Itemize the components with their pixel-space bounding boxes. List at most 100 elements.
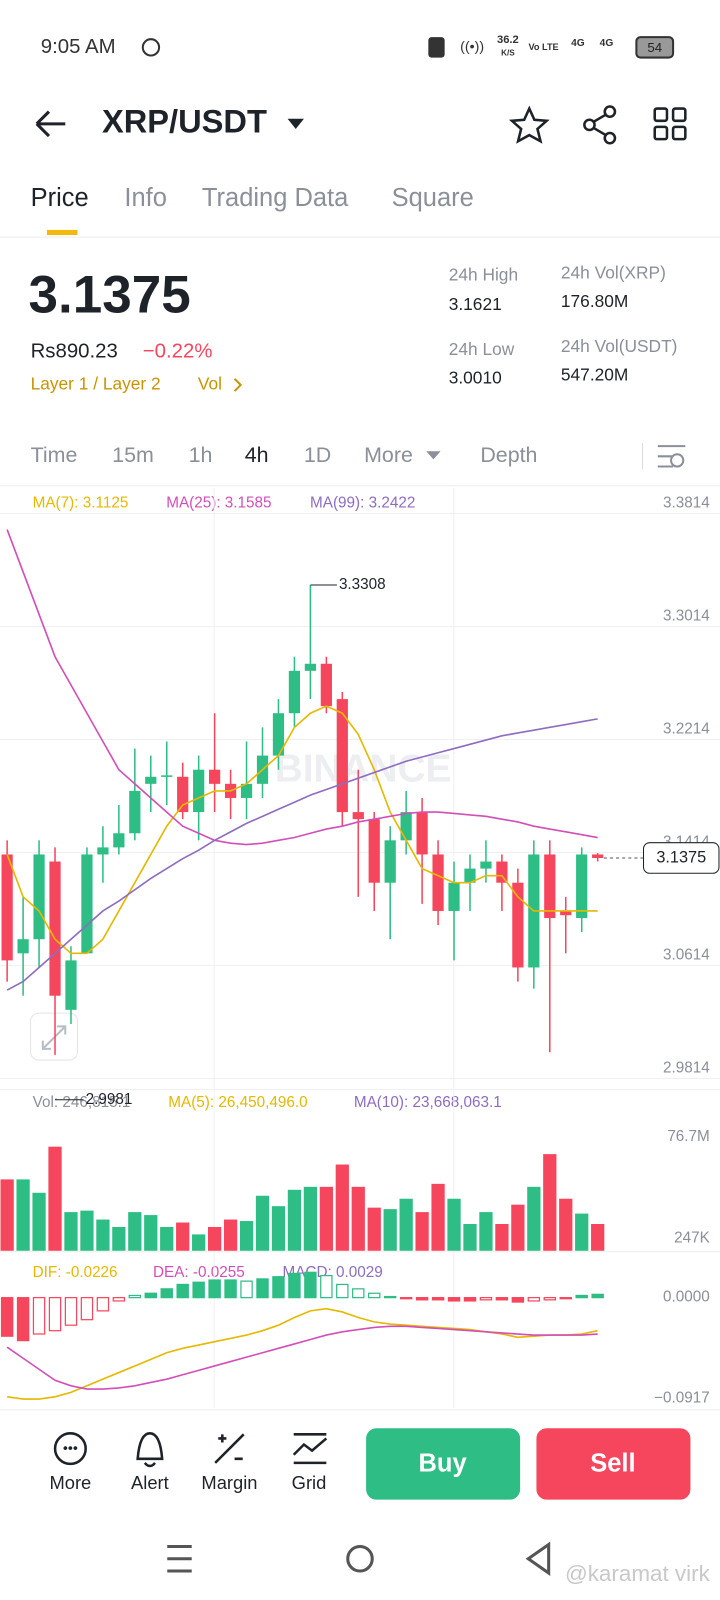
y-tick-label: 3.3014 — [663, 607, 710, 624]
volume-bar — [192, 1234, 206, 1251]
volume-bar — [80, 1210, 94, 1251]
interval[interactable]: Depth — [480, 443, 537, 467]
volume-bar — [96, 1219, 110, 1251]
interval[interactable]: Time — [31, 443, 78, 467]
volume-bar — [32, 1192, 46, 1251]
volume-bar — [48, 1146, 62, 1251]
macd-bar — [447, 1297, 461, 1302]
volume-bar — [64, 1212, 78, 1251]
candle-body — [177, 776, 189, 813]
volume-bar — [383, 1209, 397, 1251]
candle-body — [288, 670, 301, 714]
y-tick-label: 247K — [674, 1230, 710, 1247]
battery-level: 54 — [647, 40, 662, 55]
tab[interactable]: Trading Data — [202, 184, 349, 212]
margin-button[interactable] — [214, 1433, 245, 1464]
buy-button[interactable] — [366, 1428, 521, 1500]
volume-bar — [144, 1215, 158, 1251]
grid-menu-button[interactable] — [653, 107, 687, 141]
tag-link[interactable]: Layer 1 / Layer 2 — [31, 374, 161, 394]
expand-button[interactable] — [30, 1012, 79, 1061]
local-price: Rs890.23 — [31, 341, 118, 363]
macd-legend: DIF: -0.0226 — [33, 1264, 118, 1281]
high-marker: 3.3308 — [339, 576, 386, 593]
candle-body — [464, 868, 476, 883]
candle-body — [416, 812, 428, 855]
candle-body — [49, 861, 61, 996]
candle-body — [81, 854, 93, 954]
volume-bar — [367, 1207, 381, 1251]
candle-body — [304, 663, 316, 671]
macd-bar — [543, 1297, 557, 1301]
macd-bar — [112, 1297, 126, 1302]
action-label[interactable]: Alert — [131, 1472, 169, 1493]
volume-bar — [431, 1183, 445, 1251]
candle-body — [209, 769, 221, 784]
share-button[interactable] — [583, 105, 617, 145]
stat-value: 3.1621 — [449, 294, 502, 314]
more-dropdown[interactable] — [426, 451, 441, 460]
interval-active[interactable]: 4h — [245, 443, 269, 467]
back-button[interactable] — [35, 110, 66, 138]
candle-body — [432, 854, 444, 911]
sell-label[interactable]: Sell — [590, 1450, 635, 1478]
candle-body — [1, 854, 13, 961]
chart-settings-button[interactable] — [657, 445, 686, 468]
tab[interactable]: Square — [392, 184, 474, 212]
macd-bar — [591, 1293, 604, 1299]
volume-bar — [511, 1204, 525, 1251]
macd-bar — [431, 1297, 445, 1301]
action-label[interactable]: Margin — [201, 1472, 257, 1493]
volume-bar — [591, 1224, 605, 1251]
y-tick-label: 3.2214 — [663, 720, 710, 737]
tab-active[interactable]: Price — [31, 184, 89, 212]
interval[interactable]: 15m — [112, 443, 154, 467]
sell-button[interactable] — [536, 1428, 691, 1500]
alert-button[interactable] — [136, 1432, 164, 1468]
interval[interactable]: 1h — [189, 443, 213, 467]
vol-link[interactable]: Vol — [198, 374, 222, 394]
nav-back[interactable] — [525, 1541, 551, 1576]
net-type: 4G — [600, 38, 614, 49]
volume-bar — [303, 1186, 318, 1251]
low-marker: 2.9981 — [86, 1091, 133, 1108]
favorite-button[interactable] — [508, 105, 550, 144]
pair-title[interactable]: XRP/USDT — [102, 102, 267, 139]
macd-bar — [336, 1283, 349, 1299]
net-type: 4G — [571, 38, 585, 49]
y-tick-label: 2.9814 — [663, 1059, 710, 1076]
y-tick-label: 76.7M — [667, 1128, 709, 1145]
volume-bar — [271, 1206, 286, 1251]
candle-body — [193, 769, 205, 813]
watermark: BINANCE — [275, 748, 452, 791]
grid-button[interactable] — [292, 1433, 328, 1465]
candle-body — [336, 699, 348, 813]
pair-dropdown[interactable] — [287, 118, 304, 129]
action-label[interactable]: Grid — [292, 1472, 327, 1493]
ma-line — [6, 718, 598, 991]
ma-legend: MA(7): 3.1125 — [33, 494, 129, 511]
last-price: 3.1375 — [29, 265, 191, 324]
svg-text:•••: ••• — [63, 1440, 78, 1456]
interval[interactable]: 1D — [304, 443, 331, 467]
macd-bar — [272, 1276, 285, 1299]
action-label[interactable]: More — [49, 1472, 91, 1493]
tab[interactable]: Info — [124, 184, 167, 212]
buy-label[interactable]: Buy — [419, 1450, 468, 1478]
candle-body — [576, 854, 588, 919]
candle-body — [400, 812, 412, 841]
nav-recent[interactable] — [167, 1544, 192, 1573]
stat-label: 24h Low — [449, 339, 515, 359]
candle-body — [384, 840, 396, 883]
volume-bar — [319, 1186, 333, 1251]
nav-home[interactable] — [346, 1544, 374, 1573]
chevron — [233, 378, 243, 392]
macd-bar — [256, 1278, 269, 1299]
candle-body — [592, 854, 604, 858]
volume-bar — [335, 1164, 349, 1251]
interval[interactable]: More — [364, 443, 413, 467]
more-button[interactable]: ••• — [53, 1432, 87, 1466]
candle-body — [113, 833, 125, 848]
volume-bar — [239, 1221, 254, 1251]
